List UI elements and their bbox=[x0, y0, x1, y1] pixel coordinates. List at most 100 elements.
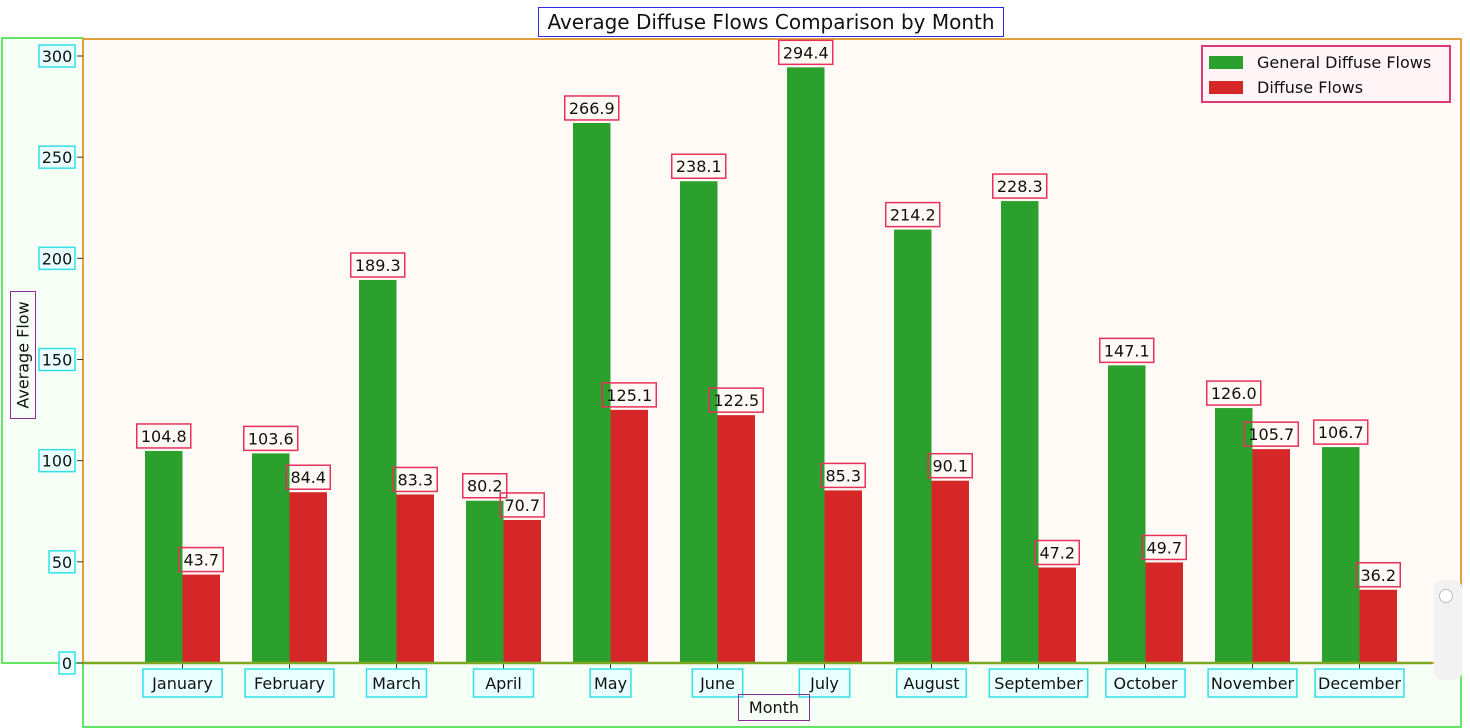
data-label: 126.0 bbox=[1211, 384, 1257, 403]
data-label-box bbox=[708, 387, 764, 413]
y-tick-label-box bbox=[48, 550, 76, 574]
bar-diffuse bbox=[1252, 449, 1290, 663]
data-label: 214.2 bbox=[890, 206, 936, 225]
data-label-box bbox=[1313, 419, 1369, 445]
bar-general bbox=[466, 500, 504, 663]
x-tick-label: September bbox=[994, 674, 1083, 693]
x-tick-label: December bbox=[1318, 674, 1401, 693]
x-tick-label-box bbox=[1314, 668, 1405, 698]
x-axis-label: Month bbox=[738, 694, 810, 721]
data-label-box bbox=[778, 39, 834, 66]
data-label-box bbox=[1034, 539, 1080, 566]
data-label-box bbox=[243, 425, 299, 452]
data-label-box bbox=[927, 452, 973, 479]
y-axis-label-box: Average Flow bbox=[10, 291, 36, 419]
x-tick-label: January bbox=[151, 674, 213, 693]
legend-item-diffuse: Diffuse Flows bbox=[1209, 77, 1363, 97]
data-label: 103.6 bbox=[248, 429, 294, 448]
legend-label-general: General Diffuse Flows bbox=[1257, 52, 1432, 72]
x-tick-label-box bbox=[244, 668, 335, 698]
data-label: 70.7 bbox=[504, 496, 540, 515]
data-label-box bbox=[992, 173, 1048, 199]
data-label: 266.9 bbox=[569, 99, 615, 118]
bar-diffuse bbox=[396, 494, 434, 663]
y-tick-label: 250 bbox=[42, 148, 73, 167]
data-label-box bbox=[564, 95, 620, 121]
y-tick-label-box bbox=[58, 651, 76, 675]
legend-item-general: General Diffuse Flows bbox=[1209, 52, 1431, 72]
x-tick-label: February bbox=[254, 674, 325, 693]
legend-swatch-general bbox=[1209, 55, 1243, 69]
data-label: 84.4 bbox=[290, 468, 326, 487]
data-label-box bbox=[885, 201, 941, 228]
data-label-box bbox=[1141, 534, 1187, 561]
data-label: 238.1 bbox=[676, 157, 722, 176]
y-tick-label: 100 bbox=[42, 452, 73, 471]
x-tick-label-box bbox=[895, 668, 968, 698]
y-tick-label: 200 bbox=[42, 249, 73, 268]
x-tick-label-box bbox=[1207, 668, 1298, 698]
data-label-box bbox=[392, 466, 438, 493]
legend-label-diffuse: Diffuse Flows bbox=[1257, 77, 1364, 97]
bar-general bbox=[252, 453, 290, 663]
x-tick-label: August bbox=[904, 674, 960, 693]
data-label-box bbox=[178, 546, 224, 573]
data-label-box bbox=[601, 382, 657, 408]
y-tick-label-box bbox=[38, 347, 76, 372]
data-label: 49.7 bbox=[1146, 538, 1182, 557]
data-label: 105.7 bbox=[1248, 425, 1294, 444]
data-label-box bbox=[136, 423, 192, 449]
y-tick-label: 0 bbox=[62, 654, 72, 673]
data-label: 189.3 bbox=[355, 256, 401, 275]
x-tick-label-box bbox=[691, 668, 744, 698]
x-tick-label: March bbox=[372, 674, 421, 693]
bar-general bbox=[894, 229, 932, 664]
data-label: 80.2 bbox=[467, 477, 503, 496]
bar-general bbox=[787, 67, 825, 663]
x-tick-label: May bbox=[594, 674, 627, 693]
data-label: 85.3 bbox=[825, 466, 861, 485]
data-label: 90.1 bbox=[932, 457, 968, 476]
data-label: 104.8 bbox=[141, 427, 187, 446]
data-label-box bbox=[671, 153, 727, 179]
data-label: 147.1 bbox=[1104, 341, 1150, 360]
y-tick-label-box bbox=[38, 145, 76, 169]
y-tick-label-box bbox=[38, 44, 76, 68]
data-label-box bbox=[1243, 421, 1299, 447]
y-tick-label-box bbox=[38, 246, 76, 271]
y-tick-label: 300 bbox=[42, 47, 73, 66]
bar-general bbox=[1001, 201, 1039, 663]
bar-diffuse bbox=[931, 480, 969, 663]
y-tick-label-box bbox=[38, 448, 76, 473]
data-label-box bbox=[285, 464, 331, 490]
x-tick-label-box bbox=[472, 668, 535, 698]
x-tick-label-box bbox=[1105, 668, 1186, 698]
data-label: 228.3 bbox=[997, 177, 1043, 196]
data-label: 83.3 bbox=[397, 470, 433, 489]
scroll-knob-icon[interactable] bbox=[1439, 589, 1453, 603]
bar-diffuse bbox=[289, 492, 327, 663]
bar-diffuse bbox=[1038, 567, 1076, 663]
data-label-box bbox=[1099, 337, 1155, 364]
y-axis-label: Average Flow bbox=[13, 301, 33, 409]
bar-diffuse bbox=[824, 490, 862, 663]
data-label: 47.2 bbox=[1039, 543, 1075, 562]
data-label: 294.4 bbox=[783, 43, 829, 62]
legend: General Diffuse Flows Diffuse Flows bbox=[1201, 45, 1451, 103]
data-label: 43.7 bbox=[183, 551, 219, 570]
x-tick-label: April bbox=[485, 674, 522, 693]
x-tick-label: June bbox=[699, 674, 735, 693]
x-tick-label-box bbox=[798, 668, 851, 698]
bar-general bbox=[573, 122, 611, 663]
bar-general bbox=[680, 181, 718, 664]
bar-general bbox=[1215, 408, 1253, 663]
bar-diffuse bbox=[1145, 562, 1183, 663]
data-label: 122.5 bbox=[713, 391, 759, 410]
bar-general bbox=[359, 279, 397, 663]
data-label: 106.7 bbox=[1318, 423, 1364, 442]
bar-diffuse bbox=[610, 409, 648, 663]
bar-general bbox=[1322, 447, 1360, 663]
data-label-box bbox=[499, 492, 545, 518]
chart-title: Average Diffuse Flows Comparison by Mont… bbox=[538, 7, 1004, 37]
bar-general bbox=[1108, 365, 1146, 663]
